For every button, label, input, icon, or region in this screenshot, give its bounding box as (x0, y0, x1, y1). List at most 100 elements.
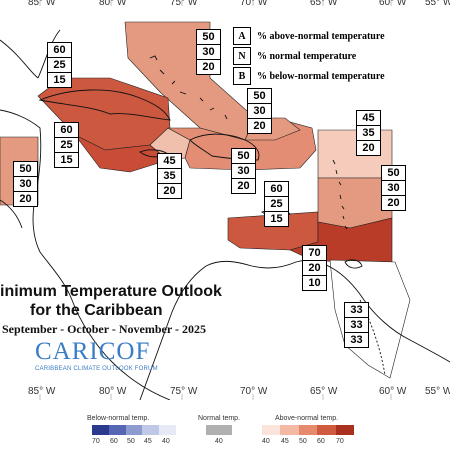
logo-name: CARICOF (35, 338, 151, 365)
prob-box-hispaniola: 50 30 20 (231, 148, 256, 194)
prob-below: 20 (237, 180, 250, 192)
prob-normal: 25 (48, 58, 71, 73)
prob-normal: 30 (232, 164, 255, 179)
legend-letter: B (233, 67, 251, 85)
prob-below: 20 (253, 120, 266, 132)
prob-box-cayman: 60 25 15 (54, 122, 79, 168)
prob-normal: 35 (158, 169, 181, 184)
longitude-label: 55° W (425, 386, 450, 397)
prob-below: 20 (362, 142, 375, 154)
prob-box-belize: 50 30 20 (13, 161, 38, 207)
colorbar-tick: 70 (336, 438, 344, 445)
prob-box-trinidad: 70 20 10 (302, 245, 327, 291)
colorbar-tick: 45 (144, 438, 152, 445)
longitude-label: 60° W (379, 386, 407, 397)
colorbar-tick: 40 (162, 438, 170, 445)
prob-box-guianas: 33 33 33 (344, 302, 369, 348)
prob-above: 50 (232, 149, 255, 164)
colorbar-above-label: Above-normal temp. (275, 415, 339, 422)
caricof-logo: CARICOF CARIBBEAN CLIMATE OUTLOOK FORUM (35, 338, 185, 373)
longitude-label: 75° W (170, 0, 198, 8)
prob-normal: 25 (55, 138, 78, 153)
prob-box-cuba-west: 60 25 15 (47, 42, 72, 88)
longitude-label: 65° W (310, 386, 338, 397)
colorbar-normal-label: Normal temp. (198, 415, 241, 422)
prob-normal: 25 (265, 197, 288, 212)
prob-above: 33 (345, 303, 368, 318)
colorbar-below-label: Below-normal temp. (87, 415, 150, 422)
logo-subtitle: CARIBBEAN CLIMATE OUTLOOK FORUM (35, 366, 158, 372)
colorbar-swatch (206, 425, 232, 435)
longitude-label: 65° W (310, 0, 338, 8)
colorbar-swatch (335, 425, 355, 435)
colorbar-tick: 50 (299, 438, 307, 445)
prob-box-leeward: 45 35 20 (356, 110, 381, 156)
prob-box-windward: 50 30 20 (381, 165, 406, 211)
prob-above: 45 (158, 154, 181, 169)
prob-box-jamaica: 45 35 20 (157, 153, 182, 199)
map-subtitle: for the Caribbean (30, 302, 163, 319)
longitude-label: 75° W (170, 386, 198, 397)
colorbar-swatch (92, 425, 109, 435)
legend-text: % above-normal temperature (257, 30, 385, 42)
prob-normal: 30 (14, 177, 37, 192)
legend-text: % below-normal temperature (257, 70, 385, 82)
prob-above: 60 (48, 43, 71, 58)
colorbar-swatch (298, 425, 318, 435)
colorbar-tick: 60 (317, 438, 325, 445)
longitude-label: 60° W (379, 0, 407, 8)
prob-normal: 30 (197, 45, 220, 60)
colorbar-swatch (125, 425, 143, 435)
prob-normal: 30 (382, 181, 405, 196)
prob-above: 70 (303, 246, 326, 261)
prob-normal: 35 (357, 126, 380, 141)
colorbar-swatch (317, 425, 336, 435)
prob-above: 50 (382, 166, 405, 181)
colorbar-swatch (280, 425, 299, 435)
colorbar-tick: 40 (262, 438, 270, 445)
map-title: inimum Temperature Outlook (0, 283, 222, 300)
prob-box-puerto-rico: 60 25 15 (264, 181, 289, 227)
prob-normal: 20 (303, 261, 326, 276)
prob-above: 50 (197, 30, 220, 45)
colorbar-swatch (108, 425, 126, 435)
legend-text: % normal temperature (257, 50, 357, 62)
colorbar-swatch (262, 425, 281, 435)
colorbar-tick: 70 (92, 438, 100, 445)
longitude-label: 85° W (28, 0, 56, 8)
prob-below: 15 (53, 74, 66, 86)
legend-letter: N (233, 47, 251, 65)
colorbar-tick: 60 (110, 438, 118, 445)
legend-letter: A (233, 27, 251, 45)
longitude-label: 80° W (99, 0, 127, 8)
abn-legend: A % above-normal temperature N % normal … (233, 26, 413, 86)
prob-below: 10 (308, 277, 321, 289)
legend-row-normal: N % normal temperature (233, 46, 413, 66)
colorbar-normal (206, 425, 232, 435)
region-guianas (329, 259, 411, 379)
prob-normal: 33 (345, 318, 368, 333)
prob-below: 20 (387, 197, 400, 209)
prob-box-bahamas: 50 30 20 (196, 29, 221, 75)
prob-below: 15 (60, 154, 73, 166)
map-period: September - October - November - 2025 (2, 322, 206, 336)
prob-above: 60 (265, 182, 288, 197)
legend-row-above: A % above-normal temperature (233, 26, 413, 46)
colorbar-tick: 45 (281, 438, 289, 445)
longitude-label: 70° W (240, 0, 268, 8)
longitude-label: 85° W (28, 386, 56, 397)
prob-box-turks-caicos: 50 30 20 (247, 88, 272, 134)
prob-above: 60 (55, 123, 78, 138)
colorbar-below (92, 425, 176, 435)
colorbar-above (262, 425, 355, 435)
prob-below: 20 (19, 193, 32, 205)
prob-above: 50 (248, 89, 271, 104)
longitude-label: 70° W (240, 386, 268, 397)
legend-row-below: B % below-normal temperature (233, 66, 413, 86)
colorbar-swatch (159, 425, 176, 435)
colorbar-tick: 50 (127, 438, 135, 445)
outlook-map: 85° W 80° W 75° W 70° W 65° W 60° W 55° … (0, 0, 450, 400)
colorbar-tick: 40 (215, 438, 223, 445)
prob-above: 45 (357, 111, 380, 126)
prob-below: 20 (163, 185, 176, 197)
